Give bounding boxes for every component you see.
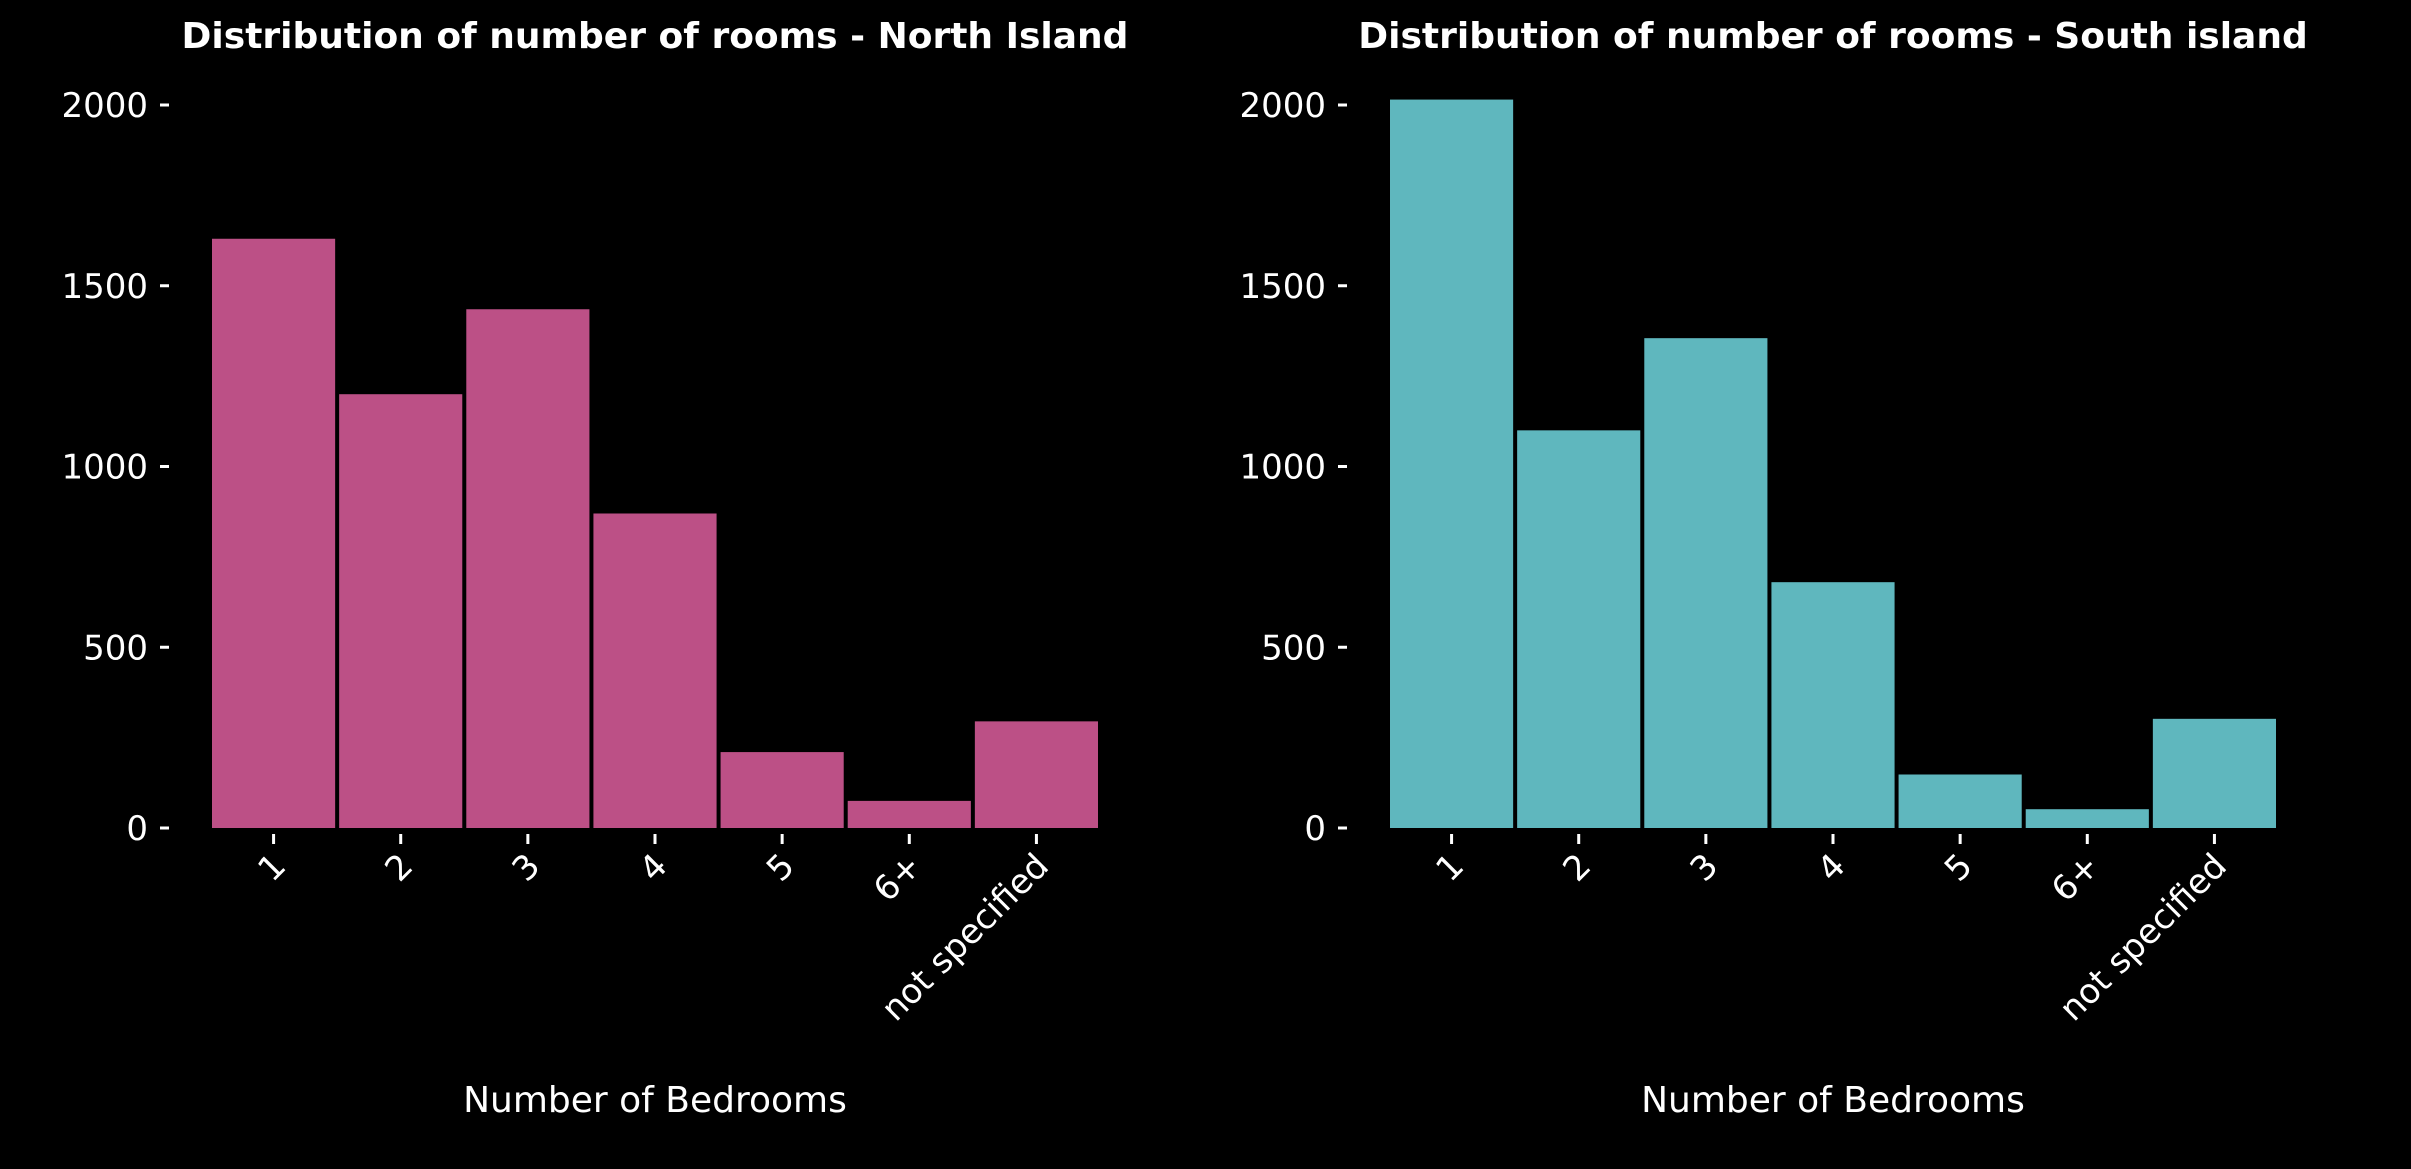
bar-5: [720, 752, 844, 828]
y-tick-label: 0: [1304, 809, 1326, 849]
bar-not-specified: [2152, 718, 2276, 828]
bar-3: [1644, 338, 1768, 828]
y-tick-label: 500: [1261, 628, 1326, 668]
bar-6-: [2025, 809, 2149, 828]
bar-2: [1517, 430, 1641, 828]
bar-1: [212, 238, 336, 828]
bar-3: [466, 309, 590, 828]
x-tick-label: 5: [1937, 846, 1981, 890]
y-tick-label: 2000: [61, 86, 148, 126]
x-tick-label: 1: [1428, 846, 1472, 890]
x-tick-label: 3: [1683, 846, 1727, 890]
chart-title: Distribution of number of rooms - North …: [182, 16, 1129, 57]
bar-4: [1771, 582, 1895, 828]
chart-panel-1: Distribution of number of rooms - North …: [61, 16, 1128, 1121]
x-tick-label: 5: [759, 846, 803, 890]
x-tick-label: 1: [250, 846, 294, 890]
y-tick-label: 1500: [61, 267, 148, 307]
x-tick-label: 3: [505, 846, 549, 890]
y-tick-label: 1000: [1239, 448, 1326, 488]
bar-2: [339, 394, 463, 828]
x-tick-label: 2: [1555, 846, 1599, 890]
y-tick-label: 0: [126, 809, 148, 849]
y-tick-label: 2000: [1239, 86, 1326, 126]
y-tick-label: 500: [83, 628, 148, 668]
x-tick-label: 6+: [866, 846, 930, 910]
y-tick-label: 1500: [1239, 267, 1326, 307]
chart-panel-2: Distribution of number of rooms - South …: [1239, 16, 2307, 1121]
bar-6-: [847, 800, 971, 828]
bar-4: [593, 513, 717, 828]
x-tick-label: 4: [1810, 846, 1854, 890]
x-axis-label: Number of Bedrooms: [463, 1080, 847, 1121]
bar-1: [1390, 99, 1514, 828]
x-tick-label: 4: [632, 846, 676, 890]
chart-title: Distribution of number of rooms - South …: [1358, 16, 2308, 57]
x-axis-label: Number of Bedrooms: [1641, 1080, 2025, 1121]
bar-5: [1898, 774, 2022, 828]
x-tick-label: 6+: [2044, 846, 2108, 910]
bar-not-specified: [974, 721, 1098, 828]
x-tick-label: 2: [377, 846, 421, 890]
y-tick-label: 1000: [61, 448, 148, 488]
